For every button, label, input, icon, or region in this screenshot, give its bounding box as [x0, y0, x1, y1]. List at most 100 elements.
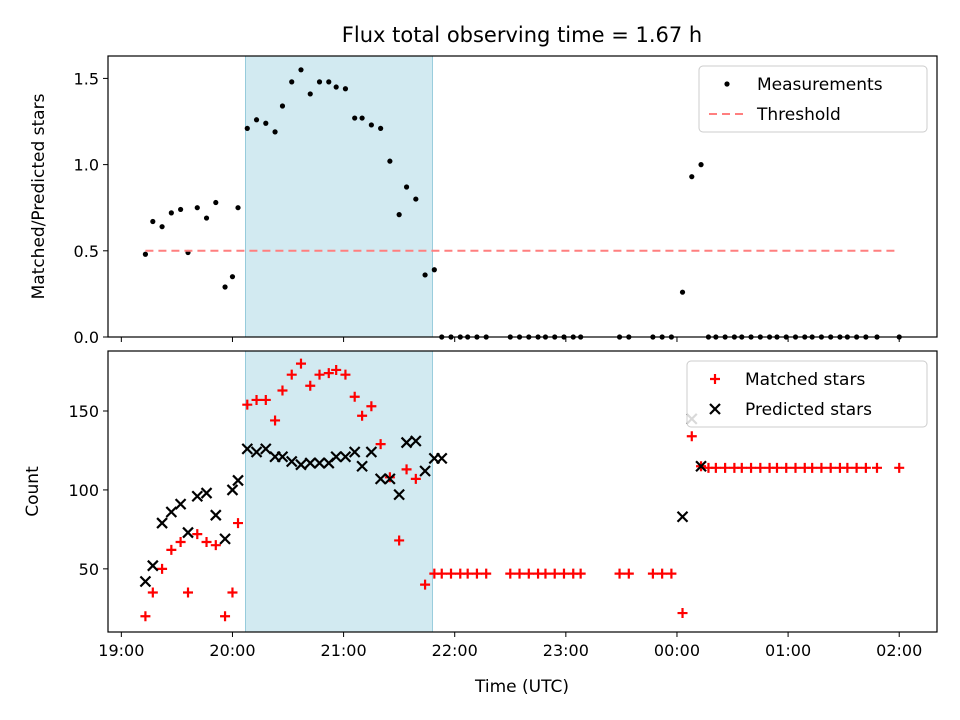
bottom-point [400, 436, 413, 449]
top-point [289, 79, 295, 85]
bottom-point [339, 450, 352, 463]
bottom-point [349, 391, 360, 402]
bottom-point [666, 568, 677, 579]
bottom-legend-label: Predicted stars [745, 400, 872, 420]
x-tick-label: 01:00 [765, 641, 811, 660]
bottom-point [200, 487, 213, 499]
bottom-point [514, 568, 525, 579]
bottom-point [375, 439, 386, 450]
top-point [352, 115, 358, 121]
bottom-point [676, 510, 689, 523]
top-legend-label: Measurements [757, 75, 883, 95]
top-point [168, 210, 174, 216]
bottom-point [157, 563, 168, 574]
bottom-point [304, 457, 317, 469]
top-y-tick-label: 0.0 [74, 328, 99, 347]
bottom-y-tick-label: 100 [68, 481, 99, 500]
bottom-point [140, 611, 151, 622]
bottom-point [790, 462, 801, 473]
bottom-point [251, 394, 262, 405]
top-point [342, 86, 349, 92]
bottom-point [210, 509, 222, 521]
x-tick-label: 21:00 [321, 641, 367, 660]
bottom-point [677, 608, 688, 619]
bottom-point [295, 358, 306, 369]
bottom-point [277, 385, 288, 396]
bottom-legend: Matched stars Predicted stars [686, 360, 928, 428]
bottom-point [816, 462, 827, 473]
bottom-point [147, 587, 158, 598]
bottom-point [210, 540, 221, 551]
bottom-point [401, 464, 412, 475]
bottom-point [894, 462, 905, 473]
bottom-point [220, 611, 231, 622]
bottom-point [647, 568, 658, 579]
bottom-point [462, 568, 473, 579]
bottom-point [807, 462, 818, 473]
bottom-point [365, 446, 378, 458]
bottom-point [393, 488, 405, 501]
bottom-point [374, 473, 387, 485]
top-point [272, 129, 278, 135]
bottom-shaded-span [245, 350, 433, 633]
top-point [203, 215, 210, 221]
bottom-point [295, 458, 307, 471]
bottom-point [549, 568, 560, 579]
bottom-point [710, 462, 721, 473]
top-point [244, 125, 250, 132]
bottom-point [410, 435, 422, 447]
bottom-point [191, 490, 204, 503]
bottom-y-tick-label: 50 [79, 560, 99, 579]
top-point [253, 117, 260, 123]
x-tick-label: 02:00 [876, 641, 922, 660]
top-panel: 0.0 0.5 1.0 1.5 Matched/Predicted stars Measu… [29, 55, 938, 347]
bottom-point [166, 544, 177, 555]
top-point [279, 103, 286, 109]
bottom-point [219, 533, 231, 545]
top-point [387, 158, 393, 164]
top-point [194, 205, 200, 211]
bottom-legend-label: Matched stars [745, 370, 865, 390]
top-point [403, 184, 410, 190]
bottom-point [871, 462, 882, 473]
bottom-point [250, 446, 263, 458]
bottom-point [366, 401, 377, 412]
top-point [396, 212, 402, 218]
bottom-point [825, 462, 836, 473]
bottom-point [384, 473, 396, 485]
bottom-point [558, 568, 569, 579]
top-point [150, 218, 156, 225]
top-point [422, 272, 428, 278]
bottom-point [523, 568, 534, 579]
top-point [213, 199, 219, 206]
x-tick-label: 20:00 [209, 641, 255, 660]
top-point [368, 122, 374, 128]
top-point [263, 120, 269, 126]
top-legend: Measurements Threshold [698, 65, 928, 133]
x-tick-label: 22:00 [432, 641, 478, 660]
bottom-point [851, 462, 862, 473]
bottom-point [446, 568, 457, 579]
x-tick-label: 19:00 [98, 641, 144, 660]
bottom-point [276, 450, 289, 463]
bottom-point [348, 446, 361, 458]
top-point [698, 162, 704, 168]
top-legend-box [698, 65, 928, 133]
bottom-point [192, 529, 203, 540]
top-point [229, 274, 236, 280]
bottom-point [623, 568, 634, 579]
top-legend-label: Threshold [756, 105, 841, 125]
top-point [413, 196, 419, 202]
bottom-point [323, 368, 334, 379]
top-legend-swatch [724, 81, 730, 87]
top-point [689, 174, 695, 180]
bottom-legend-swatch [710, 374, 720, 384]
bottom-point [842, 462, 853, 473]
bottom-point [481, 568, 492, 579]
bottom-point [720, 462, 731, 473]
bottom-point [419, 465, 431, 477]
top-point [316, 79, 323, 85]
bottom-point [435, 452, 448, 465]
bottom-point [174, 498, 187, 510]
